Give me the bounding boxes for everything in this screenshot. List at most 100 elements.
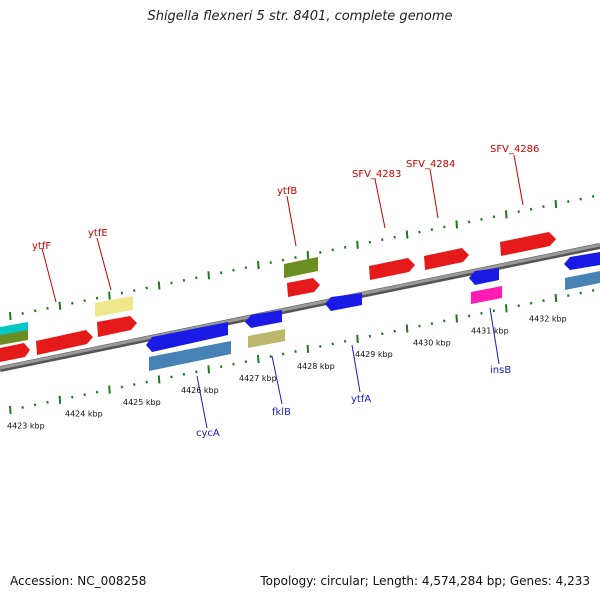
ruler-tick	[157, 375, 161, 384]
ruler-tick	[554, 294, 558, 303]
gene-arrow[interactable]	[500, 232, 556, 256]
ruler-tick	[517, 210, 520, 214]
ruler-tick	[170, 375, 173, 379]
gene-arrow[interactable]	[369, 258, 415, 280]
feature-box[interactable]	[248, 329, 285, 348]
leader-line	[351, 344, 361, 393]
tick-label: 4427 kbp	[239, 374, 277, 383]
ruler-tick	[356, 334, 359, 343]
gene-label-ytfe: ytfE	[88, 228, 108, 239]
ruler-tick	[505, 304, 508, 313]
leader-line	[271, 355, 283, 405]
gene-arrow[interactable]	[325, 293, 362, 311]
reverse-ruler	[9, 289, 595, 415]
ruler-tick	[83, 299, 86, 303]
feature-box[interactable]	[95, 296, 133, 317]
leader-line	[429, 168, 439, 219]
ruler-tick	[21, 405, 24, 409]
feature-box[interactable]	[0, 330, 28, 345]
ruler-tick	[269, 261, 272, 265]
ruler-tick	[455, 220, 458, 229]
ruler-tick	[368, 240, 372, 244]
ruler-tick	[58, 395, 62, 404]
gene-label-sfv4286: SFV_4286	[490, 144, 539, 155]
ruler-tick	[480, 217, 483, 221]
ruler-tick	[108, 291, 111, 300]
tick-label: 4425 kbp	[123, 398, 161, 407]
ruler-tick	[381, 238, 384, 242]
ruler-tick	[579, 197, 582, 201]
ruler-tick	[257, 355, 260, 364]
tick-label: 4423 kbp	[7, 422, 45, 431]
ruler-tick	[517, 304, 520, 308]
leader-line	[513, 154, 524, 206]
tick-label: 4430 kbp	[413, 338, 451, 347]
ruler-tick	[9, 405, 12, 415]
feature-box[interactable]	[284, 257, 318, 278]
ruler-tick	[95, 390, 99, 394]
ruler-tick	[281, 352, 285, 356]
map-title: Shigella flexneri 5 str. 8401, complete …	[147, 9, 453, 24]
gene-arrow[interactable]	[469, 268, 499, 285]
ruler-tick	[195, 370, 198, 374]
ruler-tick	[219, 365, 223, 369]
ruler-tick	[529, 301, 533, 305]
ruler-tick	[157, 281, 161, 290]
ruler-tick	[542, 205, 545, 209]
ruler-tick	[281, 258, 285, 262]
ruler-tick	[145, 380, 148, 384]
gene-arrow[interactable]	[36, 330, 93, 355]
label-leaders	[41, 154, 524, 429]
feature-box[interactable]	[565, 271, 600, 290]
gene-arrow[interactable]	[97, 316, 137, 337]
ruler-tick	[120, 385, 124, 389]
gene-arrow[interactable]	[245, 310, 282, 328]
gene-label-insb: insB	[490, 365, 511, 376]
ruler-tick	[33, 309, 37, 313]
gene-label-sfv4283: SFV_4283	[352, 169, 401, 180]
ruler-tick	[219, 271, 223, 275]
ruler-tick	[567, 294, 570, 298]
gene-label-fklb: fklB	[272, 407, 291, 418]
ruler-tick	[343, 245, 347, 249]
gene-label-ytfb: ytfB	[277, 186, 297, 197]
gene-arrow[interactable]	[564, 252, 600, 270]
ruler-tick	[591, 289, 595, 292]
ruler-tick	[145, 286, 148, 290]
ruler-tick	[319, 344, 322, 348]
feature-box[interactable]	[149, 341, 231, 371]
ruler-tick	[443, 225, 446, 229]
gene-label-sfv4284: SFV_4284	[406, 159, 455, 170]
forward-ruler	[9, 195, 595, 321]
ruler-tick	[554, 200, 558, 209]
ruler-tick	[207, 271, 210, 280]
ruler-tick	[393, 329, 396, 333]
ruler-tick	[120, 291, 124, 295]
accession-text: Accession: NC_008258	[10, 574, 147, 588]
tick-label: 4424 kbp	[65, 410, 103, 419]
ruler-tick	[418, 230, 421, 234]
leader-line	[374, 178, 386, 229]
ruler-tick	[306, 344, 310, 354]
ruler-tick	[95, 296, 99, 300]
ruler-tick	[33, 403, 37, 407]
gene-arrow[interactable]	[287, 278, 320, 297]
forward-genes	[0, 232, 556, 362]
ruler-tick	[542, 299, 545, 303]
ruler-tick	[405, 230, 409, 239]
ruler-tick	[294, 350, 297, 353]
ruler-tick	[579, 291, 582, 295]
feature-box[interactable]	[471, 286, 502, 304]
ruler-tick	[46, 400, 49, 404]
ruler-tick	[294, 256, 297, 259]
ruler-tick	[108, 385, 111, 394]
gene-label-ytff: ytfF	[32, 241, 51, 252]
ruler-tick	[182, 278, 186, 282]
ruler-tick	[170, 281, 173, 285]
gene-arrow[interactable]	[146, 322, 228, 352]
ruler-tick	[195, 276, 198, 280]
ruler-tick	[21, 311, 24, 315]
ruler-tick	[368, 334, 372, 338]
gene-arrow[interactable]	[424, 248, 469, 270]
gene-arrow[interactable]	[0, 343, 30, 362]
